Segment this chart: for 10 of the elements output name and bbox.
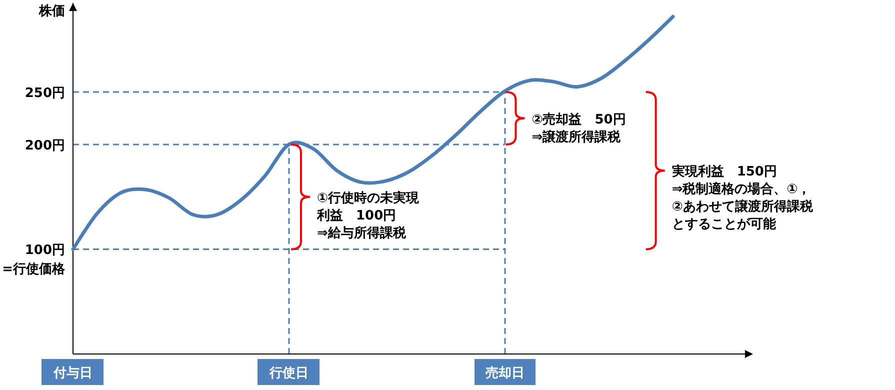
annotation: ①行使時の未実現利益 100円 ⇒給与所得課税 [316,190,420,241]
y-tick-label: 200円 [24,138,65,154]
y-tick-label: 100円 =行使価格 [2,243,66,278]
x-tick-label: 付与日 [52,366,92,381]
x-tick-label: 売却日 [486,366,524,381]
annotation: ②売却益 50円 ⇒譲渡所得課税 [532,112,626,145]
y-axis-title: 株価 [38,4,65,19]
x-tick-label: 行使日 [268,366,308,381]
y-tick-label: 250円 [24,86,65,102]
annotation: 実現利益 150円 ⇒税制適格の場合、①， ②あわせて譲渡所得課税とすることが可能 [670,164,814,232]
